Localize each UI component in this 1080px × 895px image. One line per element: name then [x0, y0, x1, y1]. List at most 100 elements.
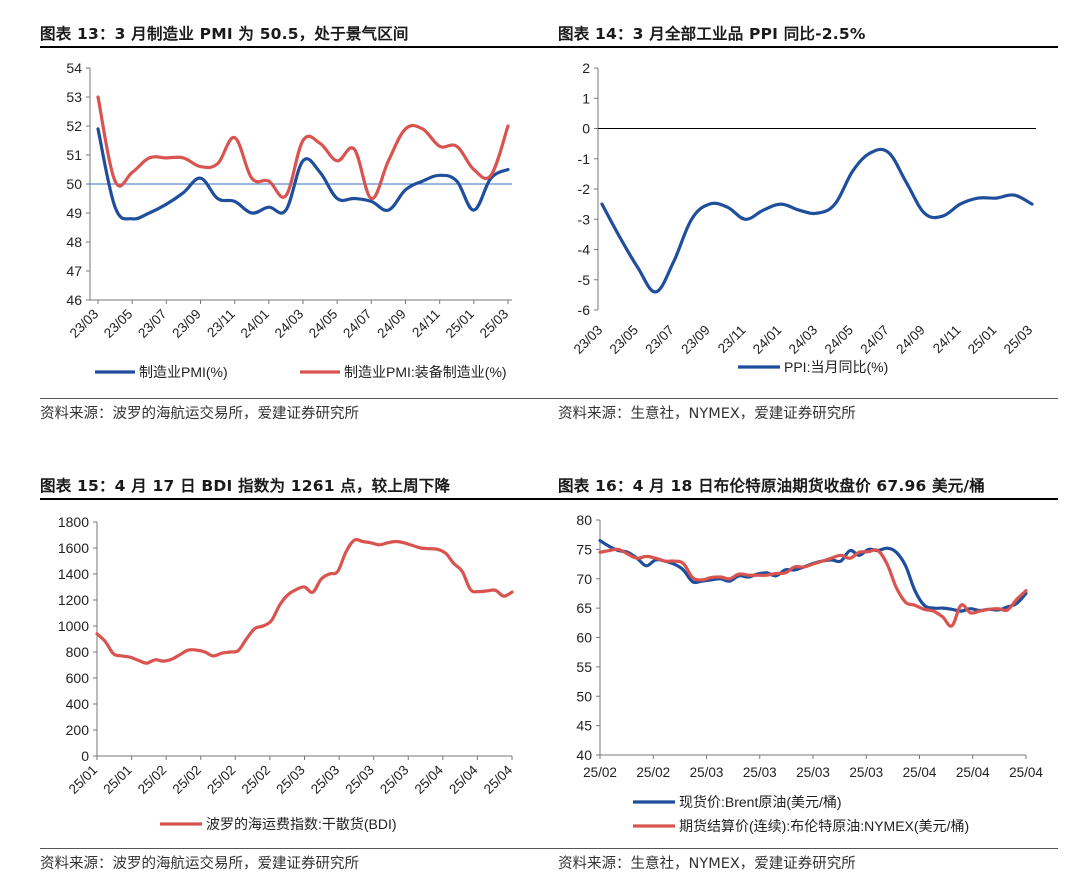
- title-rule: [40, 46, 560, 48]
- series-line-0: [95, 537, 514, 665]
- y-tick-label: -3: [578, 211, 591, 227]
- x-tick-label: 25/03: [377, 762, 412, 797]
- x-tick-label: 25/03: [849, 765, 883, 780]
- x-tick-label: 23/05: [101, 306, 136, 341]
- y-tick-label: 1800: [58, 514, 89, 530]
- y-tick-label: 48: [66, 234, 82, 250]
- y-tick-label: 1000: [58, 618, 89, 634]
- y-tick-label: 53: [66, 89, 82, 105]
- source-rule: [558, 398, 1058, 399]
- source-note: 资料来源：生意社，NYMEX，爱建证券研究所: [558, 406, 856, 422]
- x-tick-label: 24/11: [930, 322, 964, 356]
- y-tick-label: -2: [578, 181, 591, 197]
- x-tick-label: 24/03: [786, 322, 821, 357]
- pmi-chart: 46 47 48 49 50 51 52 53 54 23/03 23/05 23/07 23/09 23…: [66, 60, 512, 380]
- y-tick-label: 2: [582, 60, 590, 76]
- y-tick-label: 600: [66, 670, 90, 686]
- chart-title: 图表 16：4 月 18 日布伦特原油期货收盘价 67.96 美元/桶: [558, 477, 985, 495]
- x-tick-label: 25/04: [481, 762, 516, 797]
- y-tick-label: -5: [578, 272, 591, 288]
- x-tick-label: 23/03: [67, 306, 102, 341]
- legend-label: 现货价:Brent原油(美元/桶): [679, 794, 842, 810]
- x-tick-label: 25/04: [1009, 765, 1043, 780]
- x-tick-label: 25/03: [477, 306, 512, 341]
- legend-label: 波罗的海运费指数:干散货(BDI): [206, 816, 397, 832]
- legend-label: 制造业PMI:装备制造业(%): [344, 364, 507, 380]
- x-tick-label: 25/03: [690, 765, 724, 780]
- y-tick-label: 800: [66, 644, 90, 660]
- source-rule: [558, 848, 1058, 849]
- x-tick-label: 25/04: [903, 765, 937, 780]
- x-tick-label: 24/09: [893, 322, 928, 357]
- series-line-0: [96, 127, 510, 221]
- y-tick-label: 0: [81, 748, 89, 764]
- x-tick-label: 25/01: [100, 762, 135, 797]
- series-line-1: [96, 95, 510, 201]
- y-tick-label: 1: [582, 90, 590, 106]
- x-tick-label: 24/07: [857, 322, 892, 357]
- x-tick-label: 23/09: [169, 306, 204, 341]
- title-rule: [40, 498, 560, 500]
- legend-label: 制造业PMI(%): [139, 364, 228, 380]
- series-line-0: [600, 147, 1034, 294]
- x-tick-label: 25/04: [956, 765, 990, 780]
- y-tick-label: 49: [66, 205, 82, 221]
- x-tick-label: 24/01: [750, 322, 785, 357]
- y-tick-label: 52: [66, 118, 82, 134]
- y-tick-label: -6: [578, 302, 591, 318]
- y-tick-label: 1600: [58, 540, 89, 556]
- y-tick-label: 200: [66, 722, 90, 738]
- chart-title: 图表 13：3 月制造业 PMI 为 50.5，处于景气区间: [40, 25, 409, 43]
- x-tick-label: 25/01: [443, 306, 478, 341]
- x-tick-label: 25/04: [412, 762, 447, 797]
- x-tick-label: 23/11: [715, 322, 749, 356]
- y-tick-label: 40: [576, 747, 592, 763]
- x-tick-label: 24/07: [340, 306, 375, 341]
- x-tick-label: 23/07: [135, 306, 170, 341]
- y-tick-label: 45: [576, 718, 592, 734]
- x-tick-label: 24/05: [306, 306, 341, 341]
- x-tick-label: 24/11: [409, 306, 443, 340]
- y-tick-label: 400: [66, 696, 90, 712]
- source-note: 资料来源：生意社，NYMEX，爱建证券研究所: [558, 856, 856, 872]
- y-tick-label: 75: [576, 541, 592, 557]
- chart-title: 图表 14：3 月全部工业品 PPI 同比-2.5%: [558, 25, 866, 43]
- x-tick-label: 25/01: [66, 762, 101, 797]
- series-line-0: [598, 539, 1028, 613]
- y-tick-label: 46: [66, 292, 82, 308]
- x-tick-label: 24/03: [272, 306, 307, 341]
- x-tick-label: 25/02: [239, 762, 274, 797]
- x-tick-label: 24/05: [822, 322, 857, 357]
- legend-label: PPI:当月同比(%): [784, 359, 888, 375]
- x-tick-label: 23/09: [678, 322, 713, 357]
- y-tick-label: -4: [578, 242, 591, 258]
- y-tick-label: 65: [576, 600, 592, 616]
- y-tick-label: 70: [576, 571, 592, 587]
- x-tick-label: 25/02: [170, 762, 205, 797]
- y-tick-label: 51: [66, 147, 82, 163]
- y-tick-label: 60: [576, 630, 592, 646]
- x-tick-label: 25/02: [135, 762, 170, 797]
- x-tick-label: 25/03: [796, 765, 830, 780]
- chart-title: 图表 15：4 月 17 日 BDI 指数为 1261 点，较上周下降: [40, 477, 451, 495]
- source-note: 资料来源：波罗的海航运交易所，爱建证券研究所: [40, 856, 359, 872]
- brent-chart: 40 45 50 55 60 65 70 75 80 25/02 25/02 25/03 25/03 25…: [576, 512, 1043, 834]
- title-rule: [558, 46, 1058, 48]
- x-tick-label: 25/02: [583, 765, 617, 780]
- y-tick-label: 1400: [58, 566, 89, 582]
- x-tick-label: 25/03: [1001, 322, 1036, 357]
- y-tick-label: -1: [578, 151, 591, 167]
- y-tick-label: 1200: [58, 592, 89, 608]
- x-tick-label: 25/03: [308, 762, 343, 797]
- x-tick-label: 25/04: [446, 762, 481, 797]
- x-tick-label: 23/11: [204, 306, 238, 340]
- x-tick-label: 25/03: [342, 762, 377, 797]
- x-tick-label: 25/02: [204, 762, 239, 797]
- x-tick-label: 23/07: [642, 322, 677, 357]
- x-tick-label: 25/01: [965, 322, 1000, 357]
- y-tick-label: 47: [66, 263, 82, 279]
- y-tick-label: 54: [66, 60, 82, 76]
- series-line-1: [598, 547, 1028, 628]
- legend-label: 期货结算价(连续):布伦特原油:NYMEX(美元/桶): [679, 818, 969, 834]
